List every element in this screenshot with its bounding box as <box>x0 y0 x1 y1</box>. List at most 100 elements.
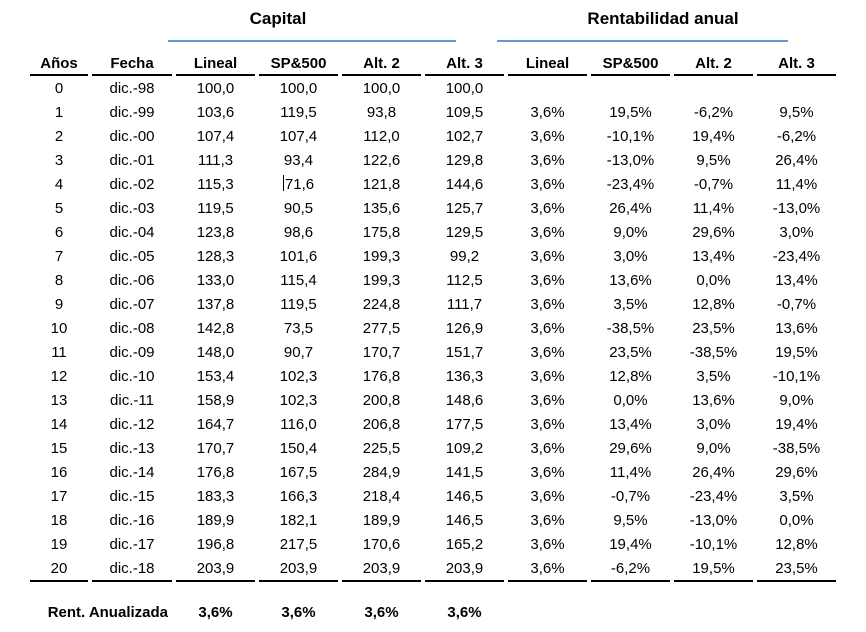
cell[interactable]: 103,6 <box>196 103 235 121</box>
cell[interactable]: 19,4% <box>775 415 818 433</box>
cell[interactable]: 3 <box>54 151 64 169</box>
cell[interactable]: 9,5% <box>696 151 731 169</box>
cell[interactable]: 119,5 <box>197 199 234 217</box>
cell[interactable]: 100,0 <box>445 79 484 97</box>
cell[interactable]: dic.-02 <box>109 175 155 193</box>
cell[interactable]: 15 <box>50 439 68 457</box>
cell[interactable] <box>674 76 753 100</box>
cell[interactable]: 90,5 <box>283 199 314 217</box>
cell[interactable]: 101,6 <box>279 247 318 265</box>
cell[interactable]: 199,3 <box>362 271 401 289</box>
cell[interactable]: 8 <box>54 271 64 289</box>
cell[interactable]: 13,4% <box>609 415 652 433</box>
cell[interactable]: 3,0% <box>779 223 814 241</box>
cell[interactable]: 73,5 <box>283 319 314 337</box>
cell[interactable]: 225,5 <box>362 439 401 457</box>
cell[interactable]: 3,0% <box>613 247 648 265</box>
cell[interactable]: 71,6 <box>282 175 315 193</box>
column-header-1[interactable]: Fecha <box>92 52 172 76</box>
cell[interactable]: 146,5 <box>445 487 484 505</box>
cell[interactable]: 29,6% <box>775 463 818 481</box>
cell[interactable]: 277,5 <box>362 319 401 337</box>
cell[interactable]: dic.-05 <box>109 247 155 265</box>
cell[interactable]: 98,6 <box>283 223 314 241</box>
cell[interactable]: 3,6% <box>530 343 565 361</box>
column-header-6[interactable]: Lineal <box>508 52 587 76</box>
cell[interactable]: dic.-99 <box>109 103 155 121</box>
cell[interactable]: 115,3 <box>197 175 234 193</box>
cell[interactable]: dic.-09 <box>109 343 155 361</box>
cell[interactable]: 0,0% <box>779 511 814 529</box>
cell[interactable]: dic.-01 <box>109 151 155 169</box>
cell[interactable]: 121,8 <box>362 175 401 193</box>
cell[interactable]: 26,4% <box>775 151 818 169</box>
cell[interactable]: 29,6% <box>609 439 652 457</box>
cell[interactable]: 109,2 <box>445 439 484 457</box>
cell[interactable]: 119,5 <box>280 103 317 121</box>
cell[interactable]: 3,6% <box>530 319 565 337</box>
cell[interactable]: -0,7% <box>693 175 734 193</box>
cell[interactable]: 126,9 <box>445 319 484 337</box>
cell[interactable]: 102,3 <box>279 391 318 409</box>
cell[interactable]: 189,9 <box>362 511 401 529</box>
cell[interactable]: 19,4% <box>609 535 652 553</box>
cell[interactable]: dic.-06 <box>109 271 155 289</box>
cell[interactable]: 3,6% <box>530 535 565 553</box>
column-header-8[interactable]: Alt. 2 <box>674 52 753 76</box>
cell[interactable]: 3,6% <box>530 391 565 409</box>
cell[interactable]: 2 <box>54 127 64 145</box>
cell[interactable]: 203,9 <box>425 556 504 582</box>
cell[interactable]: 17 <box>50 487 68 505</box>
cell[interactable]: 3,6% <box>530 415 565 433</box>
cell[interactable]: dic.-13 <box>109 439 155 457</box>
cell[interactable]: 123,8 <box>196 223 235 241</box>
cell[interactable]: 9,0% <box>779 391 814 409</box>
cell[interactable]: 203,9 <box>259 556 338 582</box>
cell[interactable]: -38,5% <box>772 439 821 457</box>
cell[interactable]: 102,3 <box>279 367 318 385</box>
cell[interactable]: 12,8% <box>775 535 818 553</box>
cell[interactable]: 128,3 <box>196 247 235 265</box>
cell[interactable]: dic.-03 <box>109 199 155 217</box>
cell[interactable]: 5 <box>54 199 64 217</box>
cell[interactable]: 203,9 <box>342 556 421 582</box>
cell[interactable]: 144,6 <box>445 175 484 193</box>
cell[interactable]: 26,4% <box>692 463 735 481</box>
cell[interactable]: 284,9 <box>362 463 401 481</box>
cell[interactable]: 148,6 <box>445 391 484 409</box>
cell[interactable]: 3,6% <box>530 151 565 169</box>
cell[interactable]: dic.-04 <box>109 223 155 241</box>
cell[interactable]: 3,6% <box>530 487 565 505</box>
cell[interactable]: 3,6% <box>530 175 565 193</box>
cell[interactable]: 129,5 <box>445 223 484 241</box>
cell[interactable]: 90,7 <box>283 343 314 361</box>
cell[interactable]: 165,2 <box>445 535 484 553</box>
cell[interactable]: 3,6% <box>530 103 565 121</box>
cell[interactable]: -13,0% <box>772 199 821 217</box>
cell[interactable]: 109,5 <box>445 103 484 121</box>
cell[interactable]: 107,4 <box>196 127 235 145</box>
cell[interactable]: 0,0% <box>613 391 648 409</box>
cell[interactable]: 3,6% <box>530 223 565 241</box>
cell[interactable]: 146,5 <box>445 511 484 529</box>
cell[interactable]: dic.-12 <box>109 415 155 433</box>
cell[interactable]: 100,0 <box>279 79 318 97</box>
cell[interactable]: 167,5 <box>279 463 318 481</box>
cell[interactable]: 206,8 <box>362 415 401 433</box>
cell[interactable]: -0,7% <box>610 487 651 505</box>
cell[interactable]: 3,0% <box>696 415 731 433</box>
cell[interactable]: 133,0 <box>196 271 235 289</box>
cell[interactable]: 111,7 <box>446 295 483 313</box>
cell[interactable]: 218,4 <box>362 487 401 505</box>
cell[interactable]: 23,5% <box>609 343 652 361</box>
cell[interactable]: 148,0 <box>196 343 235 361</box>
cell[interactable]: 3,6% <box>530 271 565 289</box>
cell[interactable]: 115,4 <box>280 271 317 289</box>
cell[interactable]: 9 <box>54 295 64 313</box>
cell[interactable]: 170,6 <box>362 535 401 553</box>
cell[interactable]: dic.-98 <box>109 79 155 97</box>
cell[interactable]: -13,0% <box>606 151 655 169</box>
cell[interactable]: 200,8 <box>362 391 401 409</box>
cell[interactable]: 7 <box>54 247 64 265</box>
column-header-2[interactable]: Lineal <box>176 52 255 76</box>
